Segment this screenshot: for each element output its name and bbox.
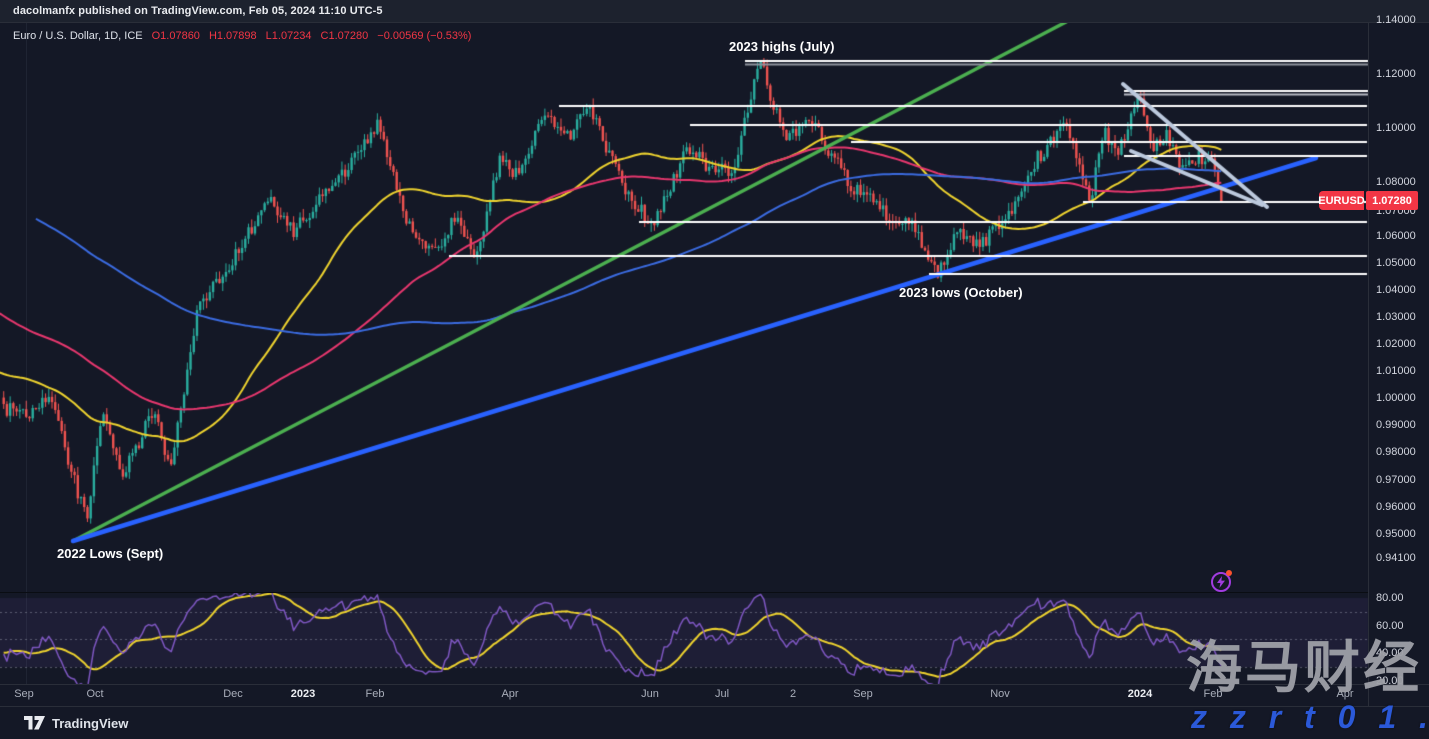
axis-time-label: Jun <box>641 688 659 700</box>
axis-price-label: 1.14000 <box>1376 14 1416 26</box>
axis-time-label: Jul <box>714 688 730 700</box>
axis-price-label: 0.95000 <box>1376 528 1416 540</box>
publish-bar: dacolmanfx published on TradingView.com,… <box>0 0 1429 23</box>
tradingview-logo-link[interactable]: TradingView <box>24 716 128 731</box>
axis-time-label: Feb <box>1203 688 1223 700</box>
price-axis-separator <box>1368 22 1369 706</box>
lightning-button[interactable] <box>1211 572 1231 592</box>
axis-price-label: 0.97000 <box>1376 474 1416 486</box>
pane-divider[interactable] <box>0 592 1368 593</box>
axis-time-label: 2024 <box>1127 688 1153 700</box>
footer-bar: TradingView <box>0 707 1429 739</box>
axis-price-label: 0.94100 <box>1376 552 1416 564</box>
axis-time-label: Oct <box>86 688 104 700</box>
axis-price-label: 1.00000 <box>1376 392 1416 404</box>
last-price-value-text: 1.07280 <box>1372 194 1412 207</box>
symbol-title: Euro / U.S. Dollar, 1D, ICE <box>13 30 143 42</box>
ohlc-open: O1.07860 <box>151 30 200 42</box>
axis-time-label: Sep <box>14 688 34 700</box>
axis-price-label: 20.00 <box>1376 675 1404 687</box>
axis-price-label: 40.00 <box>1376 647 1404 659</box>
axis-time-label: Apr <box>501 688 519 700</box>
axis-price-label: 0.99000 <box>1376 419 1416 431</box>
time-axis-separator <box>0 684 1429 685</box>
axis-price-label: 80.00 <box>1376 592 1404 604</box>
ohlc-low: L1.07234 <box>265 30 312 42</box>
axis-price-label: 0.96000 <box>1376 501 1416 513</box>
ohlc-change: −0.00569 (−0.53%) <box>377 30 472 42</box>
axis-price-label: 1.08000 <box>1376 176 1416 188</box>
axis-price-label: 1.12000 <box>1376 68 1416 80</box>
axis-price-label: 1.10000 <box>1376 122 1416 134</box>
axis-price-label: 1.06000 <box>1376 230 1416 242</box>
axis-price-label: 1.03000 <box>1376 311 1416 323</box>
tradingview-brand-text: TradingView <box>52 715 129 731</box>
axis-price-label: 1.04000 <box>1376 284 1416 296</box>
time-axis[interactable]: Sep Oct Dec 2023 Feb Apr Jun Jul 2 Sep Nov 2024 Feb A… <box>0 684 1368 706</box>
ohlc-close: C1.07280 <box>320 30 369 42</box>
axis-price-label: 60.00 <box>1376 620 1404 632</box>
axis-time-label: Nov <box>990 688 1010 700</box>
axis-time-label: Dec <box>223 688 243 700</box>
notification-dot <box>1226 570 1232 576</box>
axis-time-label: Feb <box>365 688 385 700</box>
axis-price-label: 0.98000 <box>1376 446 1416 458</box>
axis-price-label: 1.01000 <box>1376 365 1416 377</box>
axis-price-label: 1.05000 <box>1376 257 1416 269</box>
axis-time-label: 2023 <box>290 688 316 700</box>
left-grid-line <box>26 22 27 684</box>
publish-line: dacolmanfx published on TradingView.com,… <box>13 5 383 17</box>
axis-time-label: 2 <box>789 688 797 700</box>
price-axis[interactable]: 1.14000 1.12000 1.10000 1.08000 1.07000 1.060… <box>1369 0 1429 706</box>
lightning-icon <box>1217 576 1225 588</box>
ohlc-high: H1.07898 <box>208 30 257 42</box>
axis-time-label: Apr <box>1336 688 1354 700</box>
last-price-symbol-text: EURUSD <box>1318 194 1365 207</box>
axis-time-label: Sep <box>853 688 873 700</box>
tradingview-logo-icon <box>24 716 45 730</box>
last-price-value-label: 1.07280 <box>1366 191 1418 210</box>
symbol-legend[interactable]: Euro / U.S. Dollar, 1D, ICE O1.07860 H1.… <box>13 30 471 42</box>
axis-price-label: 1.02000 <box>1376 338 1416 350</box>
last-price-symbol-label: EURUSD <box>1318 191 1365 210</box>
footer-separator <box>0 706 1429 707</box>
